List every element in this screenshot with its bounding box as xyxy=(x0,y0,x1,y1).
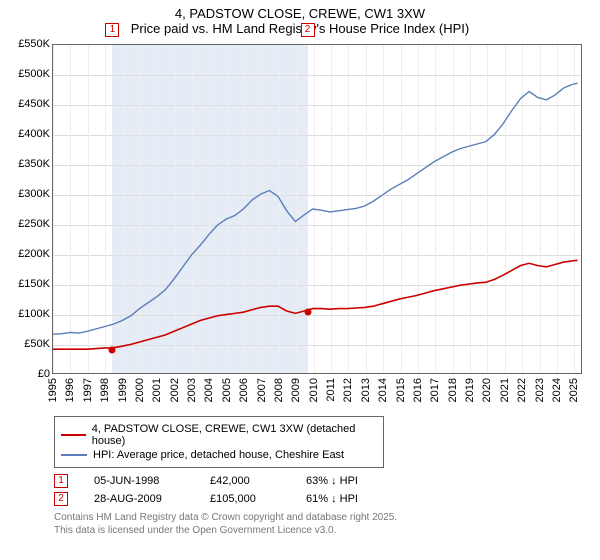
legend-label: HPI: Average price, detached house, Ches… xyxy=(93,449,344,461)
series-price_paid xyxy=(53,260,578,349)
x-axis-label: 2000 xyxy=(134,378,146,402)
y-axis-label: £450K xyxy=(18,98,50,110)
x-axis-label: 2020 xyxy=(481,378,493,402)
chart-container: £0£50K£100K£150K£200K£250K£300K£350K£400… xyxy=(10,40,590,410)
sale-price: £42,000 xyxy=(210,475,280,487)
sale-date: 28-AUG-2009 xyxy=(94,493,184,505)
x-axis-label: 1997 xyxy=(82,378,94,402)
plot-area: 12 xyxy=(52,44,582,374)
x-axis-label: 1998 xyxy=(99,378,111,402)
y-axis-label: £250K xyxy=(18,218,50,230)
x-axis-label: 2018 xyxy=(447,378,459,402)
legend-swatch xyxy=(61,454,87,456)
x-axis-label: 2016 xyxy=(412,378,424,402)
x-axis-label: 1996 xyxy=(64,378,76,402)
x-axis-label: 2023 xyxy=(534,378,546,402)
y-axis-label: £100K xyxy=(18,308,50,320)
x-axis-label: 2005 xyxy=(221,378,233,402)
sale-marker-badge: 1 xyxy=(105,23,119,37)
legend-label: 4, PADSTOW CLOSE, CREWE, CW1 3XW (detach… xyxy=(92,423,377,447)
footnote-line2: This data is licensed under the Open Gov… xyxy=(54,525,600,538)
x-axis-label: 2007 xyxy=(256,378,268,402)
x-axis-label: 2024 xyxy=(551,378,563,402)
sale-date: 05-JUN-1998 xyxy=(94,475,184,487)
title-address: 4, PADSTOW CLOSE, CREWE, CW1 3XW xyxy=(0,6,600,21)
x-axis-label: 1995 xyxy=(47,378,59,402)
y-axis-label: £350K xyxy=(18,158,50,170)
y-axis-label: £550K xyxy=(18,38,50,50)
x-axis-label: 2019 xyxy=(464,378,476,402)
x-axis-label: 2012 xyxy=(342,378,354,402)
y-axis-label: £300K xyxy=(18,188,50,200)
x-axis-label: 2014 xyxy=(377,378,389,402)
x-axis-label: 2013 xyxy=(360,378,372,402)
sale-marker-badge: 2 xyxy=(301,23,315,37)
sale-price: £105,000 xyxy=(210,493,280,505)
y-axis-label: £150K xyxy=(18,278,50,290)
x-axis-label: 2011 xyxy=(325,378,337,402)
legend-item: 4, PADSTOW CLOSE, CREWE, CW1 3XW (detach… xyxy=(61,423,377,447)
x-axis-label: 2008 xyxy=(273,378,285,402)
chart-lines xyxy=(53,45,581,373)
x-axis-label: 2002 xyxy=(169,378,181,402)
sale-row: 2 28-AUG-2009 £105,000 61% ↓ HPI xyxy=(54,492,600,506)
x-axis-label: 2010 xyxy=(308,378,320,402)
legend-item: HPI: Average price, detached house, Ches… xyxy=(61,449,377,461)
sales-table: 1 05-JUN-1998 £42,000 63% ↓ HPI 2 28-AUG-2009… xyxy=(54,474,600,506)
x-axis-label: 2017 xyxy=(429,378,441,402)
sale-row: 1 05-JUN-1998 £42,000 63% ↓ HPI xyxy=(54,474,600,488)
x-axis-label: 2004 xyxy=(203,378,215,402)
x-axis-label: 2022 xyxy=(516,378,528,402)
y-axis-label: £50K xyxy=(24,338,50,350)
x-axis-label: 2009 xyxy=(290,378,302,402)
y-axis-label: £400K xyxy=(18,128,50,140)
sale-delta: 61% ↓ HPI xyxy=(306,493,396,505)
legend-swatch xyxy=(61,434,86,436)
footnote-line1: Contains HM Land Registry data © Crown c… xyxy=(54,512,600,525)
x-axis-label: 2001 xyxy=(151,378,163,402)
sale-marker-dot xyxy=(109,346,116,353)
series-hpi xyxy=(53,83,578,334)
x-axis-label: 1999 xyxy=(117,378,129,402)
sale-marker-dot xyxy=(304,309,311,316)
x-axis-label: 2006 xyxy=(238,378,250,402)
footnote: Contains HM Land Registry data © Crown c… xyxy=(54,512,600,537)
y-axis-label: £200K xyxy=(18,248,50,260)
x-axis-label: 2015 xyxy=(395,378,407,402)
sale-badge: 1 xyxy=(54,474,68,488)
legend: 4, PADSTOW CLOSE, CREWE, CW1 3XW (detach… xyxy=(54,416,384,468)
sale-delta: 63% ↓ HPI xyxy=(306,475,396,487)
sale-badge: 2 xyxy=(54,492,68,506)
x-axis-label: 2021 xyxy=(499,378,511,402)
x-axis-label: 2025 xyxy=(568,378,580,402)
y-axis-label: £500K xyxy=(18,68,50,80)
x-axis-label: 2003 xyxy=(186,378,198,402)
